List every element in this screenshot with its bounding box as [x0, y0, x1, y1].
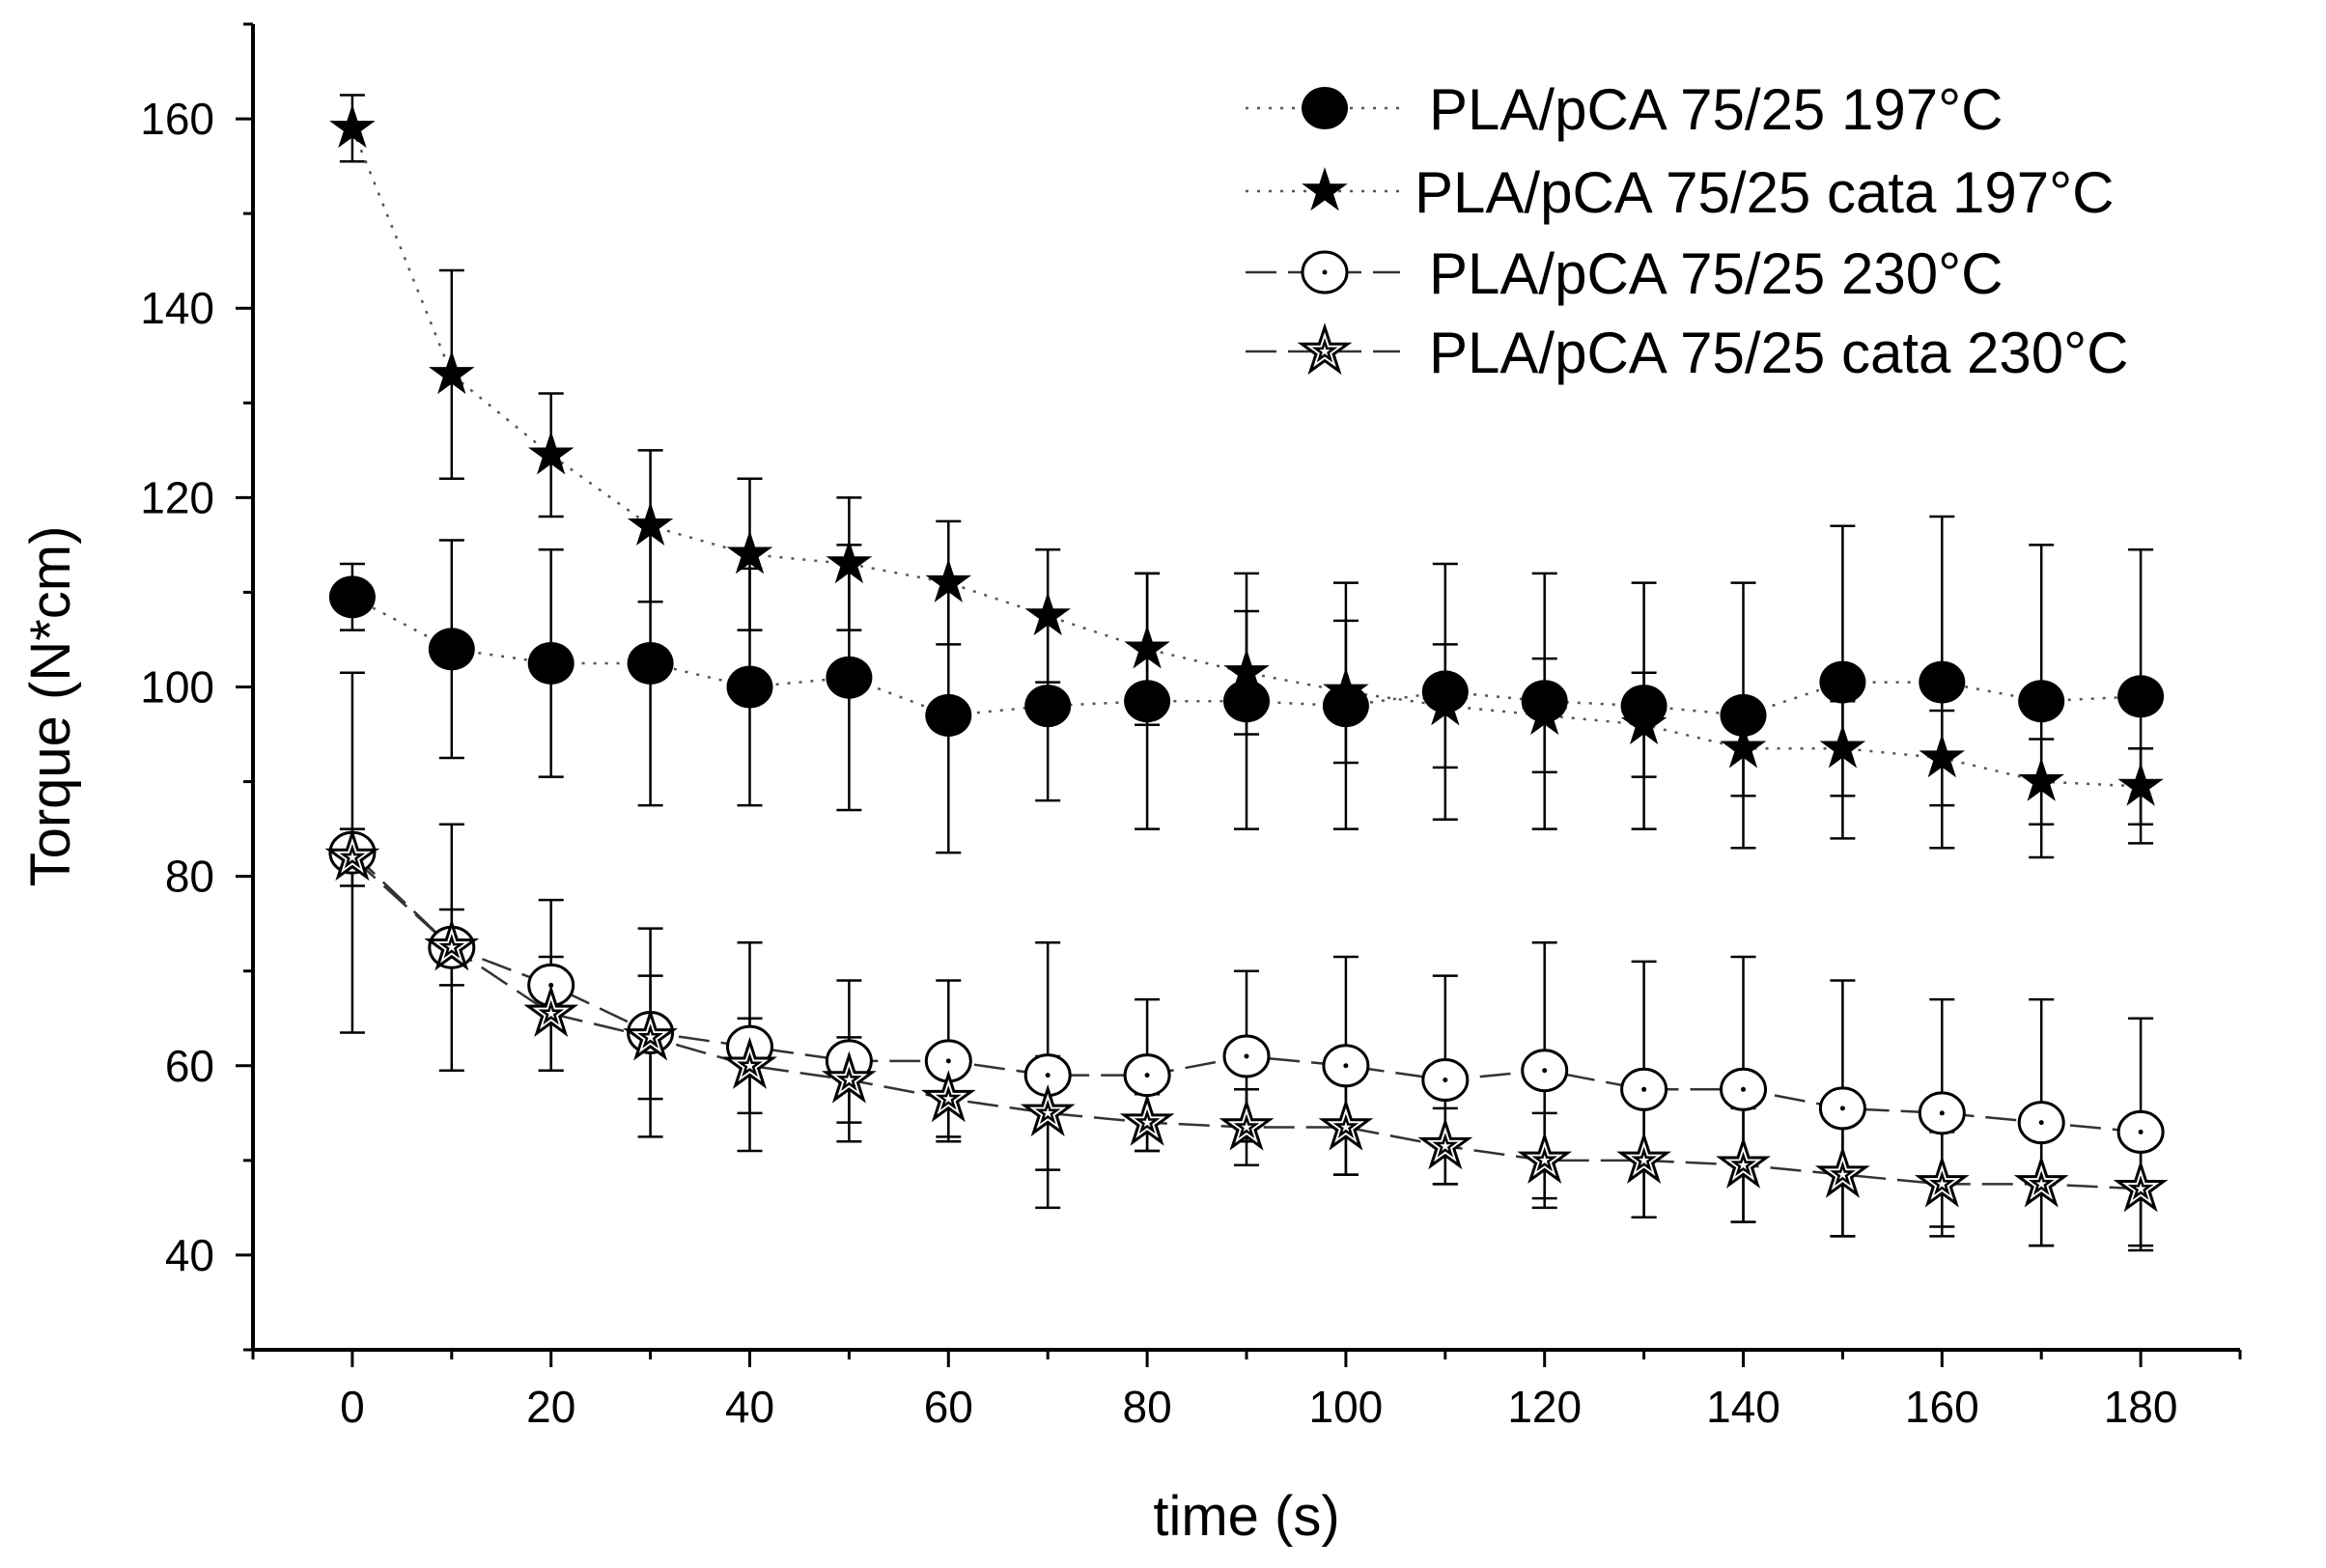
data-point-series-2	[1123, 1053, 1171, 1098]
legend-marker	[1302, 87, 1348, 129]
marker-shape	[1223, 680, 1270, 723]
legend-label: PLA/pCA 75/25 cata 230°C	[1429, 321, 2128, 385]
data-point-series-2	[2116, 1109, 2165, 1154]
marker-shape	[1302, 87, 1348, 129]
y-tick-label: 80	[165, 852, 214, 902]
marker-shape	[925, 693, 972, 737]
legend-marker	[1302, 327, 1348, 371]
data-point-series-0	[1919, 660, 1966, 704]
data-point-series-2	[1322, 1044, 1370, 1088]
marker-shape	[2018, 680, 2065, 723]
x-tick-label: 140	[1706, 1382, 1780, 1432]
marker-center-dot	[1443, 1077, 1448, 1082]
data-point-series-0	[527, 641, 574, 685]
marker-shape	[1919, 660, 1966, 704]
data-point-series-0	[1819, 660, 1866, 704]
data-point-series-0	[428, 628, 475, 671]
data-point-series-0	[1720, 693, 1767, 737]
legend-marker	[1301, 250, 1349, 294]
y-tick-label: 140	[140, 283, 214, 333]
data-point-series-2	[1818, 1086, 1866, 1131]
y-tick-label: 120	[140, 472, 214, 522]
legend-label: PLA/pCA 75/25 197°C	[1429, 77, 2003, 142]
marker-shape	[1302, 327, 1348, 371]
y-tick-label: 40	[165, 1230, 214, 1280]
marker-shape	[2117, 675, 2165, 718]
data-point-series-2	[1720, 1067, 1767, 1111]
data-point-series-2	[1421, 1057, 1470, 1102]
marker-center-dot	[1641, 1086, 1647, 1092]
marker-shape	[1322, 685, 1369, 728]
marker-shape	[328, 575, 376, 619]
data-point-series-0	[1124, 680, 1171, 723]
marker-shape	[826, 656, 873, 699]
x-tick-label: 180	[2104, 1382, 2178, 1432]
data-point-series-0	[1223, 680, 1270, 723]
y-tick-label: 60	[165, 1041, 214, 1091]
marker-center-dot	[1144, 1073, 1150, 1078]
data-point-series-2	[1620, 1067, 1668, 1111]
marker-shape	[1720, 693, 1767, 737]
marker-center-dot	[1939, 1110, 1945, 1116]
marker-center-dot	[1045, 1073, 1051, 1078]
marker-shape	[627, 641, 674, 685]
x-tick-label: 80	[1123, 1382, 1172, 1432]
y-axis-title: Torque (N*cm)	[19, 526, 82, 887]
marker-shape	[726, 665, 773, 709]
x-tick-label: 120	[1507, 1382, 1582, 1432]
marker-center-dot	[1343, 1063, 1349, 1069]
x-axis-title: time (s)	[1153, 1485, 1339, 1548]
legend-entry: PLA/pCA 75/25 cata 197°C	[1246, 160, 2114, 225]
marker-center-dot	[1322, 269, 1328, 275]
marker-center-dot	[1542, 1068, 1548, 1074]
marker-center-dot	[945, 1058, 951, 1064]
marker-center-dot	[2038, 1120, 2044, 1126]
marker-shape	[1819, 660, 1866, 704]
marker-shape	[1024, 685, 1072, 728]
data-point-series-2	[1222, 1034, 1271, 1078]
x-tick-label: 60	[924, 1382, 973, 1432]
x-tick-label: 0	[340, 1382, 365, 1432]
marker-shape	[1124, 680, 1171, 723]
data-point-series-0	[328, 575, 376, 619]
legend-entry: PLA/pCA 75/25 230°C	[1246, 241, 2003, 306]
legend-label: PLA/pCA 75/25 cata 197°C	[1415, 160, 2114, 225]
legend-entry: PLA/pCA 75/25 197°C	[1246, 77, 2003, 142]
y-tick-label: 160	[140, 94, 214, 144]
x-tick-label: 20	[526, 1382, 575, 1432]
marker-center-dot	[1741, 1086, 1746, 1092]
data-point-series-2	[2017, 1101, 2065, 1145]
data-point-series-2	[1918, 1091, 1966, 1135]
marker-shape	[527, 641, 574, 685]
marker-center-dot	[2138, 1129, 2144, 1134]
legend-entry: PLA/pCA 75/25 cata 230°C	[1246, 321, 2128, 385]
marker-shape	[428, 628, 475, 671]
data-point-series-0	[2018, 680, 2065, 723]
data-point-series-0	[925, 693, 972, 737]
data-point-series-0	[826, 656, 873, 699]
data-point-series-0	[1322, 685, 1369, 728]
marker-center-dot	[1244, 1053, 1249, 1059]
x-tick-label: 40	[725, 1382, 774, 1432]
marker-shape	[1302, 167, 1348, 211]
y-tick-label: 100	[140, 662, 214, 713]
legend-marker	[1302, 167, 1348, 211]
data-point-series-0	[1024, 685, 1072, 728]
marker-center-dot	[1839, 1106, 1845, 1111]
data-point-series-2	[1521, 1049, 1569, 1093]
x-tick-label: 100	[1309, 1382, 1384, 1432]
data-point-series-0	[2117, 675, 2165, 718]
data-point-series-0	[726, 665, 773, 709]
x-tick-label: 160	[1905, 1382, 1979, 1432]
data-point-series-0	[627, 641, 674, 685]
legend-label: PLA/pCA 75/25 230°C	[1429, 241, 2003, 306]
